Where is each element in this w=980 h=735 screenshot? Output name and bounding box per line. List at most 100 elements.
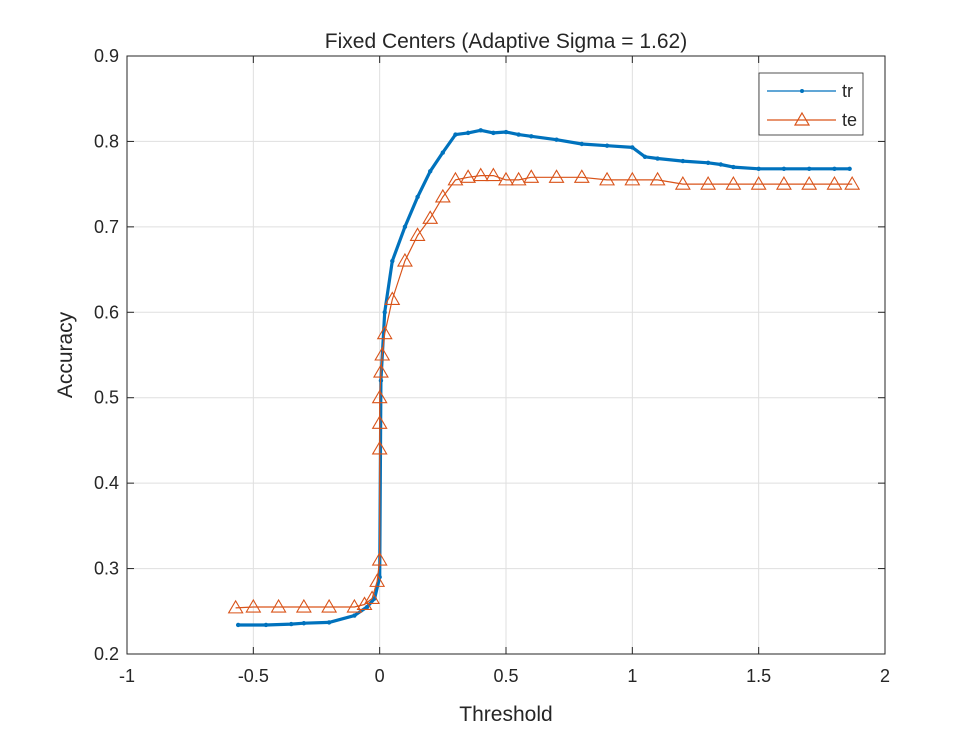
data-point-te bbox=[364, 590, 381, 605]
data-point-tr bbox=[832, 166, 837, 171]
data-point-tr bbox=[503, 129, 509, 135]
data-point-te bbox=[485, 167, 502, 182]
data-point-te bbox=[599, 171, 616, 186]
data-point-te bbox=[270, 598, 287, 613]
data-point-te bbox=[447, 171, 464, 186]
y-tick-label: 0.7 bbox=[94, 217, 119, 237]
data-point-te bbox=[371, 551, 388, 566]
data-point-te bbox=[371, 415, 388, 429]
data-point-te bbox=[649, 171, 666, 186]
y-tick-label: 0.3 bbox=[94, 559, 119, 579]
data-point-tr bbox=[655, 156, 660, 161]
legend-marker-te bbox=[793, 111, 811, 126]
data-point-te bbox=[844, 176, 861, 190]
x-tick-label: -0.5 bbox=[238, 666, 269, 686]
data-point-tr bbox=[465, 130, 471, 136]
data-point-tr bbox=[807, 166, 812, 171]
data-point-te bbox=[775, 176, 792, 190]
data-point-tr bbox=[680, 158, 686, 164]
data-point-tr bbox=[478, 128, 483, 133]
data-point-te bbox=[548, 169, 565, 183]
series-points-tr bbox=[235, 128, 852, 628]
data-point-tr bbox=[364, 604, 370, 610]
data-point-tr bbox=[301, 621, 307, 626]
data-point-te bbox=[826, 176, 843, 190]
data-point-tr bbox=[847, 166, 852, 171]
y-tick-label: 0.2 bbox=[94, 644, 119, 664]
x-tick-label: 0.5 bbox=[493, 666, 518, 686]
data-point-te bbox=[384, 291, 401, 306]
x-tick-label: 0 bbox=[375, 666, 385, 686]
y-tick-label: 0.5 bbox=[94, 388, 119, 408]
data-point-tr bbox=[415, 194, 420, 200]
data-point-tr bbox=[630, 145, 635, 150]
data-point-tr bbox=[781, 166, 787, 171]
y-tick-label: 0.9 bbox=[94, 46, 119, 66]
data-point-tr bbox=[529, 134, 534, 139]
data-point-te bbox=[422, 210, 439, 224]
data-point-te bbox=[472, 167, 489, 182]
data-point-te bbox=[573, 169, 590, 183]
legend-marker-tr bbox=[800, 89, 804, 93]
axis-ticks: -1 -0.5 0 0.5 1 1.5 2 0.2 0.3 0.4 0.5 0.6 0.7 0.8 0.9 bbox=[94, 46, 890, 686]
data-point-tr bbox=[554, 137, 559, 142]
x-tick-label: 2 bbox=[880, 666, 890, 686]
data-point-te bbox=[624, 171, 641, 186]
data-point-te bbox=[346, 598, 363, 613]
plot-data bbox=[227, 128, 861, 628]
data-point-te bbox=[245, 598, 262, 613]
y-axis-label: Accuracy bbox=[54, 311, 77, 398]
data-point-te bbox=[700, 176, 717, 190]
data-point-tr bbox=[352, 613, 357, 618]
data-point-te bbox=[396, 252, 413, 267]
data-point-te bbox=[523, 169, 540, 183]
chart-title: Fixed Centers (Adaptive Sigma = 1.62) bbox=[325, 30, 687, 53]
legend-box bbox=[758, 72, 864, 136]
data-point-te bbox=[801, 176, 818, 190]
y-tick-label: 0.8 bbox=[94, 131, 119, 151]
data-point-te bbox=[674, 176, 691, 190]
data-point-tr bbox=[402, 224, 408, 230]
data-point-tr bbox=[390, 258, 395, 264]
data-point-te bbox=[434, 188, 451, 203]
legend-label-tr: tr bbox=[842, 81, 853, 101]
data-point-tr bbox=[428, 169, 433, 174]
data-point-tr bbox=[579, 141, 584, 147]
y-tick-label: 0.4 bbox=[94, 473, 119, 493]
data-point-te bbox=[750, 176, 767, 190]
data-point-te bbox=[227, 599, 244, 614]
legend-label-te: te bbox=[842, 110, 857, 130]
data-point-te bbox=[409, 227, 426, 241]
data-point-te bbox=[295, 598, 312, 613]
data-point-tr bbox=[718, 162, 723, 167]
data-point-te bbox=[321, 598, 338, 613]
data-point-te bbox=[510, 171, 527, 186]
series-points-te bbox=[227, 167, 861, 614]
data-point-tr bbox=[604, 143, 610, 148]
data-point-tr bbox=[642, 154, 648, 160]
data-point-tr bbox=[453, 132, 458, 137]
data-point-tr bbox=[263, 622, 269, 628]
data-point-te bbox=[376, 325, 393, 340]
data-point-tr bbox=[516, 132, 521, 137]
data-point-te bbox=[460, 169, 477, 183]
data-point-te bbox=[371, 389, 388, 404]
data-point-tr bbox=[289, 621, 294, 627]
series-line-te bbox=[235, 175, 853, 609]
legend: tr te bbox=[758, 72, 864, 136]
data-point-te bbox=[371, 440, 388, 455]
x-tick-label: -1 bbox=[119, 666, 135, 686]
data-point-tr bbox=[731, 164, 736, 170]
data-point-te bbox=[372, 363, 389, 378]
data-point-te bbox=[498, 171, 514, 186]
data-point-tr bbox=[491, 130, 496, 136]
x-axis-label: Threshold bbox=[459, 703, 552, 726]
x-tick-label: 1 bbox=[627, 666, 637, 686]
data-point-tr bbox=[440, 150, 446, 155]
data-point-tr bbox=[382, 310, 387, 315]
data-point-te bbox=[725, 176, 742, 190]
data-point-tr bbox=[756, 166, 761, 171]
data-point-tr bbox=[705, 160, 711, 165]
y-tick-label: 0.6 bbox=[94, 302, 119, 322]
